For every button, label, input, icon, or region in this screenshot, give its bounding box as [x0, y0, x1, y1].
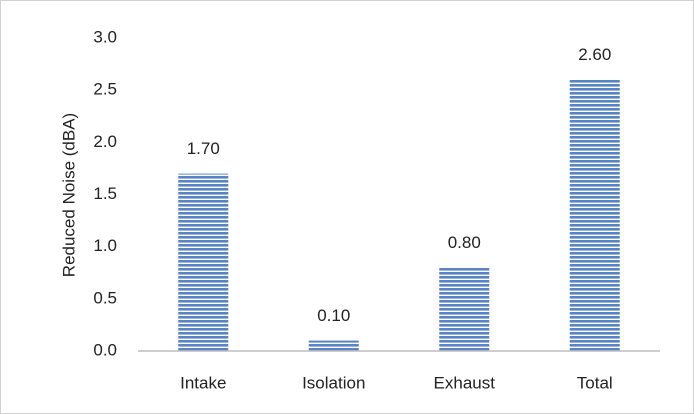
x-tick-label: Total	[577, 373, 613, 392]
x-tick-label: Isolation	[302, 373, 365, 392]
y-tick-label: 2.5	[93, 80, 117, 99]
data-label: 1.70	[187, 139, 220, 158]
bar	[178, 173, 229, 351]
data-label: 0.10	[317, 306, 350, 325]
y-tick-label: 1.5	[93, 184, 117, 203]
y-tick-label: 0.5	[93, 288, 117, 307]
data-label: 2.60	[578, 45, 611, 64]
y-tick-label: 2.0	[93, 132, 117, 151]
y-axis-title: Reduced Noise (dBA)	[59, 113, 78, 277]
y-tick-label: 3.0	[93, 27, 117, 46]
bar	[308, 340, 359, 351]
x-tick-label: Intake	[180, 373, 226, 392]
bar	[439, 267, 490, 351]
bar	[569, 79, 620, 351]
x-tick-label: Exhaust	[434, 373, 496, 392]
y-tick-label: 1.0	[93, 236, 117, 255]
data-label: 0.80	[448, 233, 481, 252]
y-tick-label: 0.0	[93, 340, 117, 359]
